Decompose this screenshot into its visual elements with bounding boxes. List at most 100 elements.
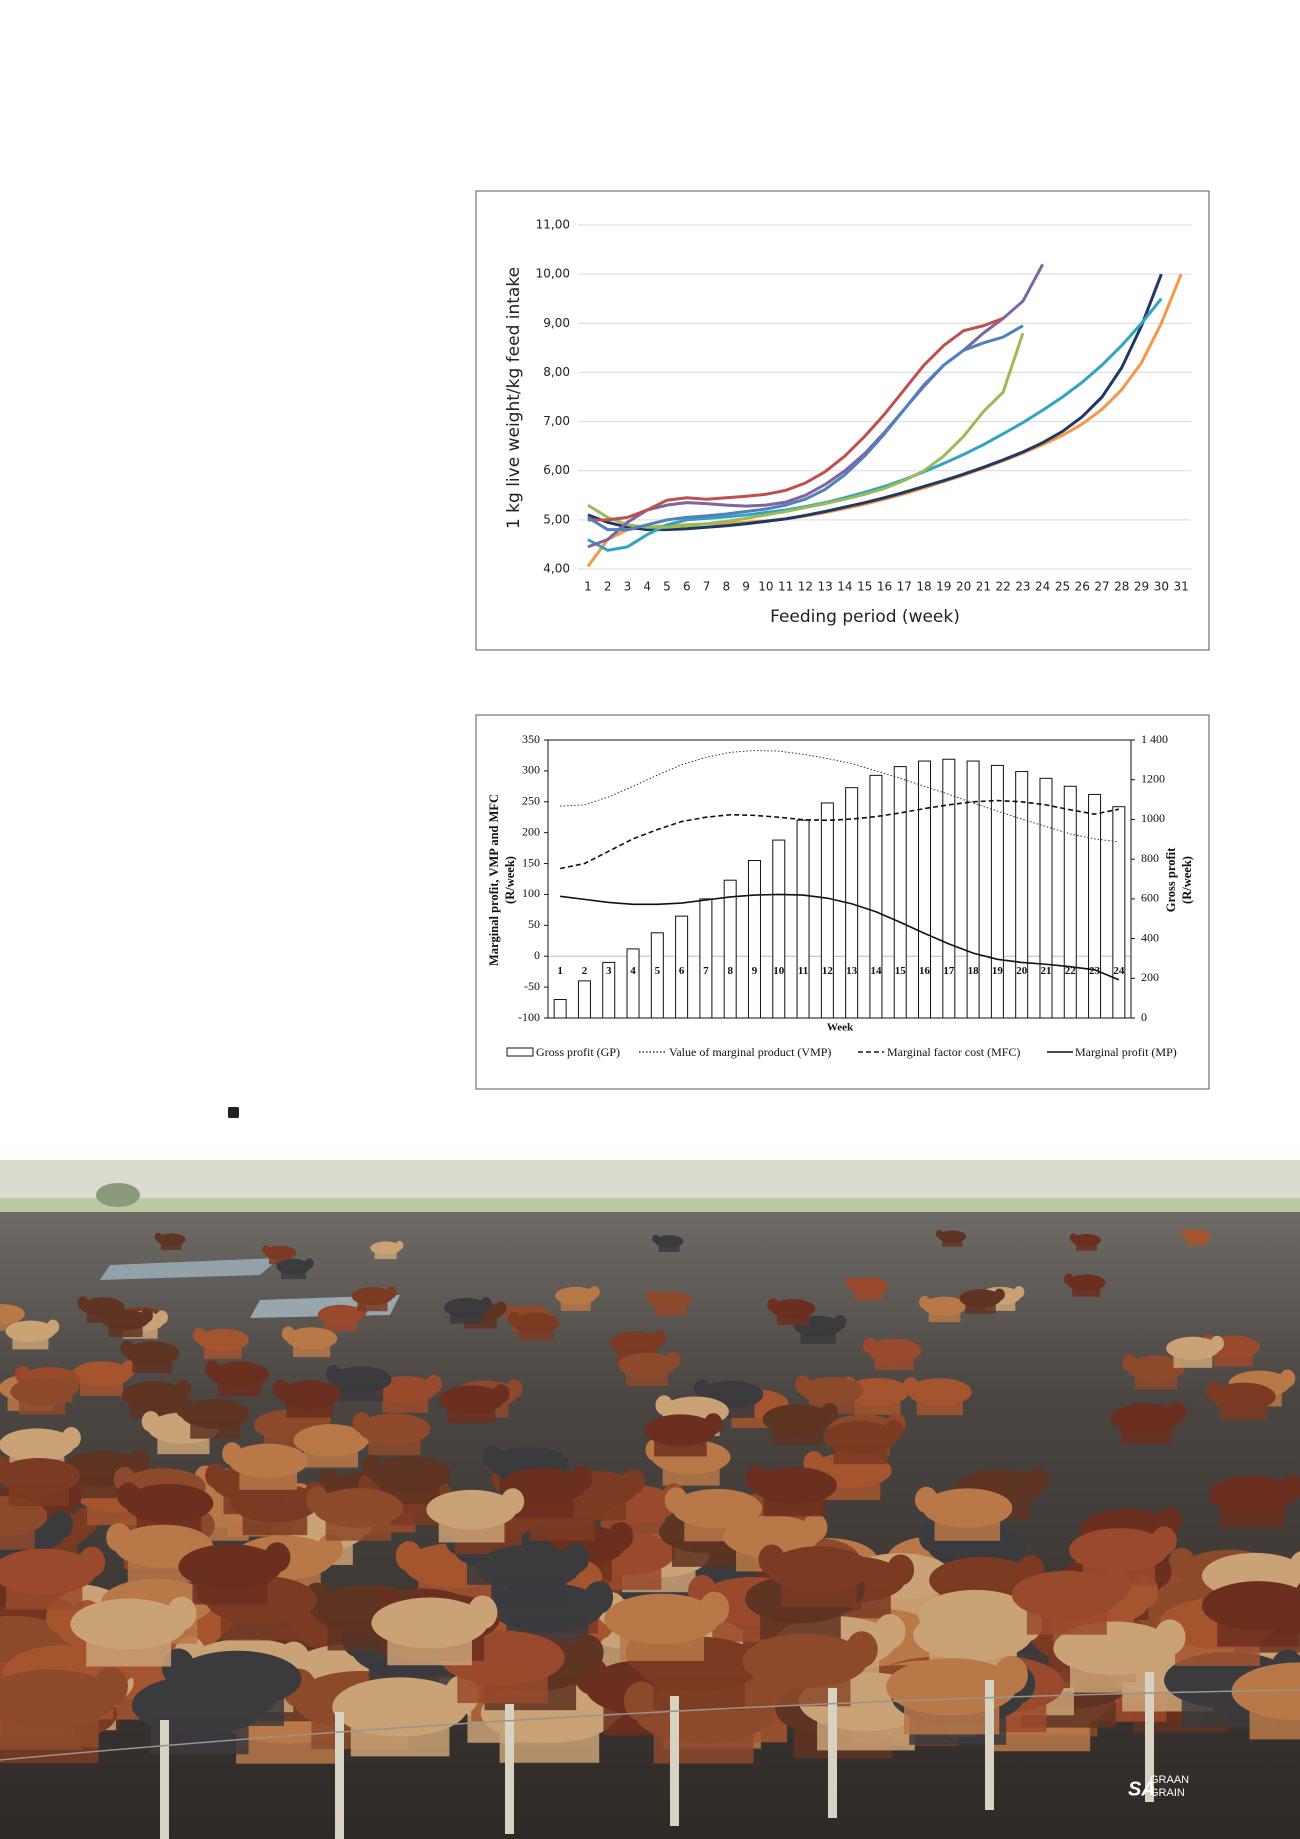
cow-head xyxy=(645,1290,657,1304)
cow-head xyxy=(1013,1286,1025,1299)
cow-legs xyxy=(1076,1242,1097,1251)
bar xyxy=(1088,793,1102,1019)
cow-legs xyxy=(560,1299,591,1311)
cow-legs xyxy=(192,1576,268,1605)
cow-head xyxy=(652,1234,660,1244)
x-tick-label: 19 xyxy=(936,580,951,594)
logo-mark: SA xyxy=(1128,1778,1156,1800)
cow-legs xyxy=(1069,1659,1159,1693)
cow-head xyxy=(425,1374,442,1394)
x-tick-label: 4 xyxy=(643,580,651,594)
y-tick-label: 10,00 xyxy=(536,267,570,281)
x-tick-label: 19 xyxy=(992,965,1004,977)
bar xyxy=(577,980,591,1019)
feedlot-photo xyxy=(0,1132,1300,1839)
cow-head xyxy=(243,1673,279,1713)
series-line xyxy=(587,316,1004,522)
logo-text: GRAAN xyxy=(1150,1774,1189,1786)
cow-head xyxy=(14,1365,31,1384)
y-tick-label: 4,00 xyxy=(543,562,570,576)
cow-head xyxy=(884,1419,904,1442)
y2-tick-label: 400 xyxy=(1141,930,1159,944)
y2-tick-label: 1000 xyxy=(1141,811,1165,825)
cow-head xyxy=(325,1365,342,1383)
cow-legs xyxy=(323,1318,358,1332)
cow-head xyxy=(571,1634,604,1672)
cow-legs xyxy=(763,1493,826,1517)
series-line xyxy=(587,263,1045,549)
cow-head xyxy=(501,1488,525,1515)
y-tick-label: 9,00 xyxy=(543,316,570,330)
cow-legs xyxy=(985,1299,1016,1311)
x-tick-label: 13 xyxy=(818,580,833,594)
x-tick-label: 1 xyxy=(557,965,563,977)
cow-legs xyxy=(928,1310,961,1323)
x-tick-label: 13 xyxy=(846,965,858,977)
cow-legs xyxy=(438,1517,505,1543)
y-axis-title: (R/week) xyxy=(503,856,517,904)
cow-legs xyxy=(8,1483,69,1507)
cow-legs xyxy=(777,1312,810,1326)
cow-head xyxy=(622,1469,645,1495)
fence-post xyxy=(505,1704,514,1834)
bar xyxy=(723,879,737,1019)
cow-head xyxy=(935,1229,944,1239)
series-line xyxy=(560,893,1120,981)
x-tick-label: 6 xyxy=(683,580,691,594)
cow-head xyxy=(795,1375,812,1395)
series-line xyxy=(559,799,1120,870)
x-tick-label: 10 xyxy=(758,580,773,594)
x-tick-label: 9 xyxy=(742,580,750,594)
cow-legs xyxy=(1186,1238,1208,1246)
cow-legs xyxy=(160,1242,182,1251)
cow-head xyxy=(46,1319,60,1335)
cow-head xyxy=(482,1445,503,1469)
x-tick-label: 11 xyxy=(778,580,793,594)
cow-head xyxy=(305,1258,314,1269)
cow-legs xyxy=(1134,1373,1178,1390)
cow-head xyxy=(584,1581,614,1614)
x-tick-label: 8 xyxy=(727,965,733,977)
cow-head xyxy=(693,1379,711,1399)
fence-post xyxy=(1145,1672,1154,1802)
cow-legs xyxy=(653,1675,745,1710)
cow-head xyxy=(699,1591,730,1626)
x-tick-label: 22 xyxy=(996,580,1011,594)
cow-head xyxy=(1205,1381,1223,1401)
x-tick-label: 15 xyxy=(895,965,907,977)
y2-tick-label: 200 xyxy=(1141,970,1159,984)
cow-legs xyxy=(658,1244,680,1252)
cow-head xyxy=(352,1412,371,1433)
cow-legs xyxy=(781,1578,857,1607)
bar xyxy=(942,758,956,1019)
cow-head xyxy=(317,1533,343,1564)
cow-head xyxy=(655,1395,673,1416)
x-tick-label: 15 xyxy=(857,580,872,594)
x-tick-label: 16 xyxy=(919,965,931,977)
cow-legs xyxy=(357,1299,388,1312)
cow-head xyxy=(1151,1526,1177,1556)
x-tick-label: 6 xyxy=(679,965,685,977)
y2-tick-label: 1200 xyxy=(1141,771,1165,785)
bar xyxy=(893,766,907,1019)
cow-head xyxy=(480,1297,492,1310)
x-tick-label: 14 xyxy=(870,965,882,977)
legend-label: Marginal profit (MP) xyxy=(1075,1045,1177,1059)
cow-head xyxy=(704,1413,723,1435)
cow-legs xyxy=(1072,1286,1101,1297)
cow-legs xyxy=(281,1269,307,1280)
cow-head xyxy=(802,1513,828,1542)
series-line xyxy=(587,324,1024,532)
cow-head xyxy=(1122,1354,1137,1372)
plot-frame xyxy=(547,739,1132,1019)
x-tick-label: 30 xyxy=(1154,580,1169,594)
y-tick-label: 100 xyxy=(522,886,540,900)
cow-head xyxy=(834,1314,847,1330)
cow-head xyxy=(589,1286,600,1299)
cow-legs xyxy=(130,1401,178,1419)
end-bullet xyxy=(228,1107,239,1118)
bar xyxy=(1063,785,1077,1019)
x-tick-label: 23 xyxy=(1015,580,1030,594)
cow-head xyxy=(129,1449,151,1474)
